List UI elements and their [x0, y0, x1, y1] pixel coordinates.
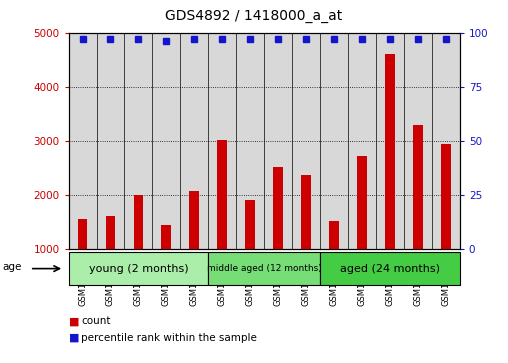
Bar: [134, 195, 143, 249]
Text: aged (24 months): aged (24 months): [340, 264, 440, 274]
Bar: [404, 33, 432, 249]
Bar: [78, 220, 87, 249]
Bar: [385, 54, 395, 249]
Text: ■: ■: [69, 316, 79, 326]
Text: age: age: [3, 262, 22, 272]
Text: GDS4892 / 1418000_a_at: GDS4892 / 1418000_a_at: [166, 9, 342, 23]
Bar: [376, 33, 404, 249]
Bar: [189, 191, 199, 249]
Bar: [348, 33, 376, 249]
Bar: [236, 33, 264, 249]
Text: percentile rank within the sample: percentile rank within the sample: [81, 333, 257, 343]
Text: middle aged (12 months): middle aged (12 months): [207, 264, 322, 273]
Bar: [106, 216, 115, 249]
Bar: [97, 33, 124, 249]
Bar: [320, 33, 348, 249]
Text: young (2 months): young (2 months): [88, 264, 188, 274]
Bar: [245, 200, 255, 249]
Bar: [273, 167, 283, 249]
Bar: [329, 221, 339, 249]
Bar: [320, 252, 460, 285]
Bar: [264, 33, 292, 249]
Bar: [69, 252, 208, 285]
Text: ■: ■: [69, 333, 79, 343]
Bar: [162, 225, 171, 249]
Bar: [301, 175, 311, 249]
Bar: [432, 33, 460, 249]
Bar: [413, 125, 423, 249]
Bar: [217, 140, 227, 249]
Bar: [152, 33, 180, 249]
Bar: [292, 33, 320, 249]
Bar: [208, 252, 320, 285]
Text: count: count: [81, 316, 111, 326]
Bar: [124, 33, 152, 249]
Bar: [208, 33, 236, 249]
Bar: [69, 33, 97, 249]
Bar: [357, 156, 367, 249]
Bar: [180, 33, 208, 249]
Bar: [441, 144, 451, 249]
